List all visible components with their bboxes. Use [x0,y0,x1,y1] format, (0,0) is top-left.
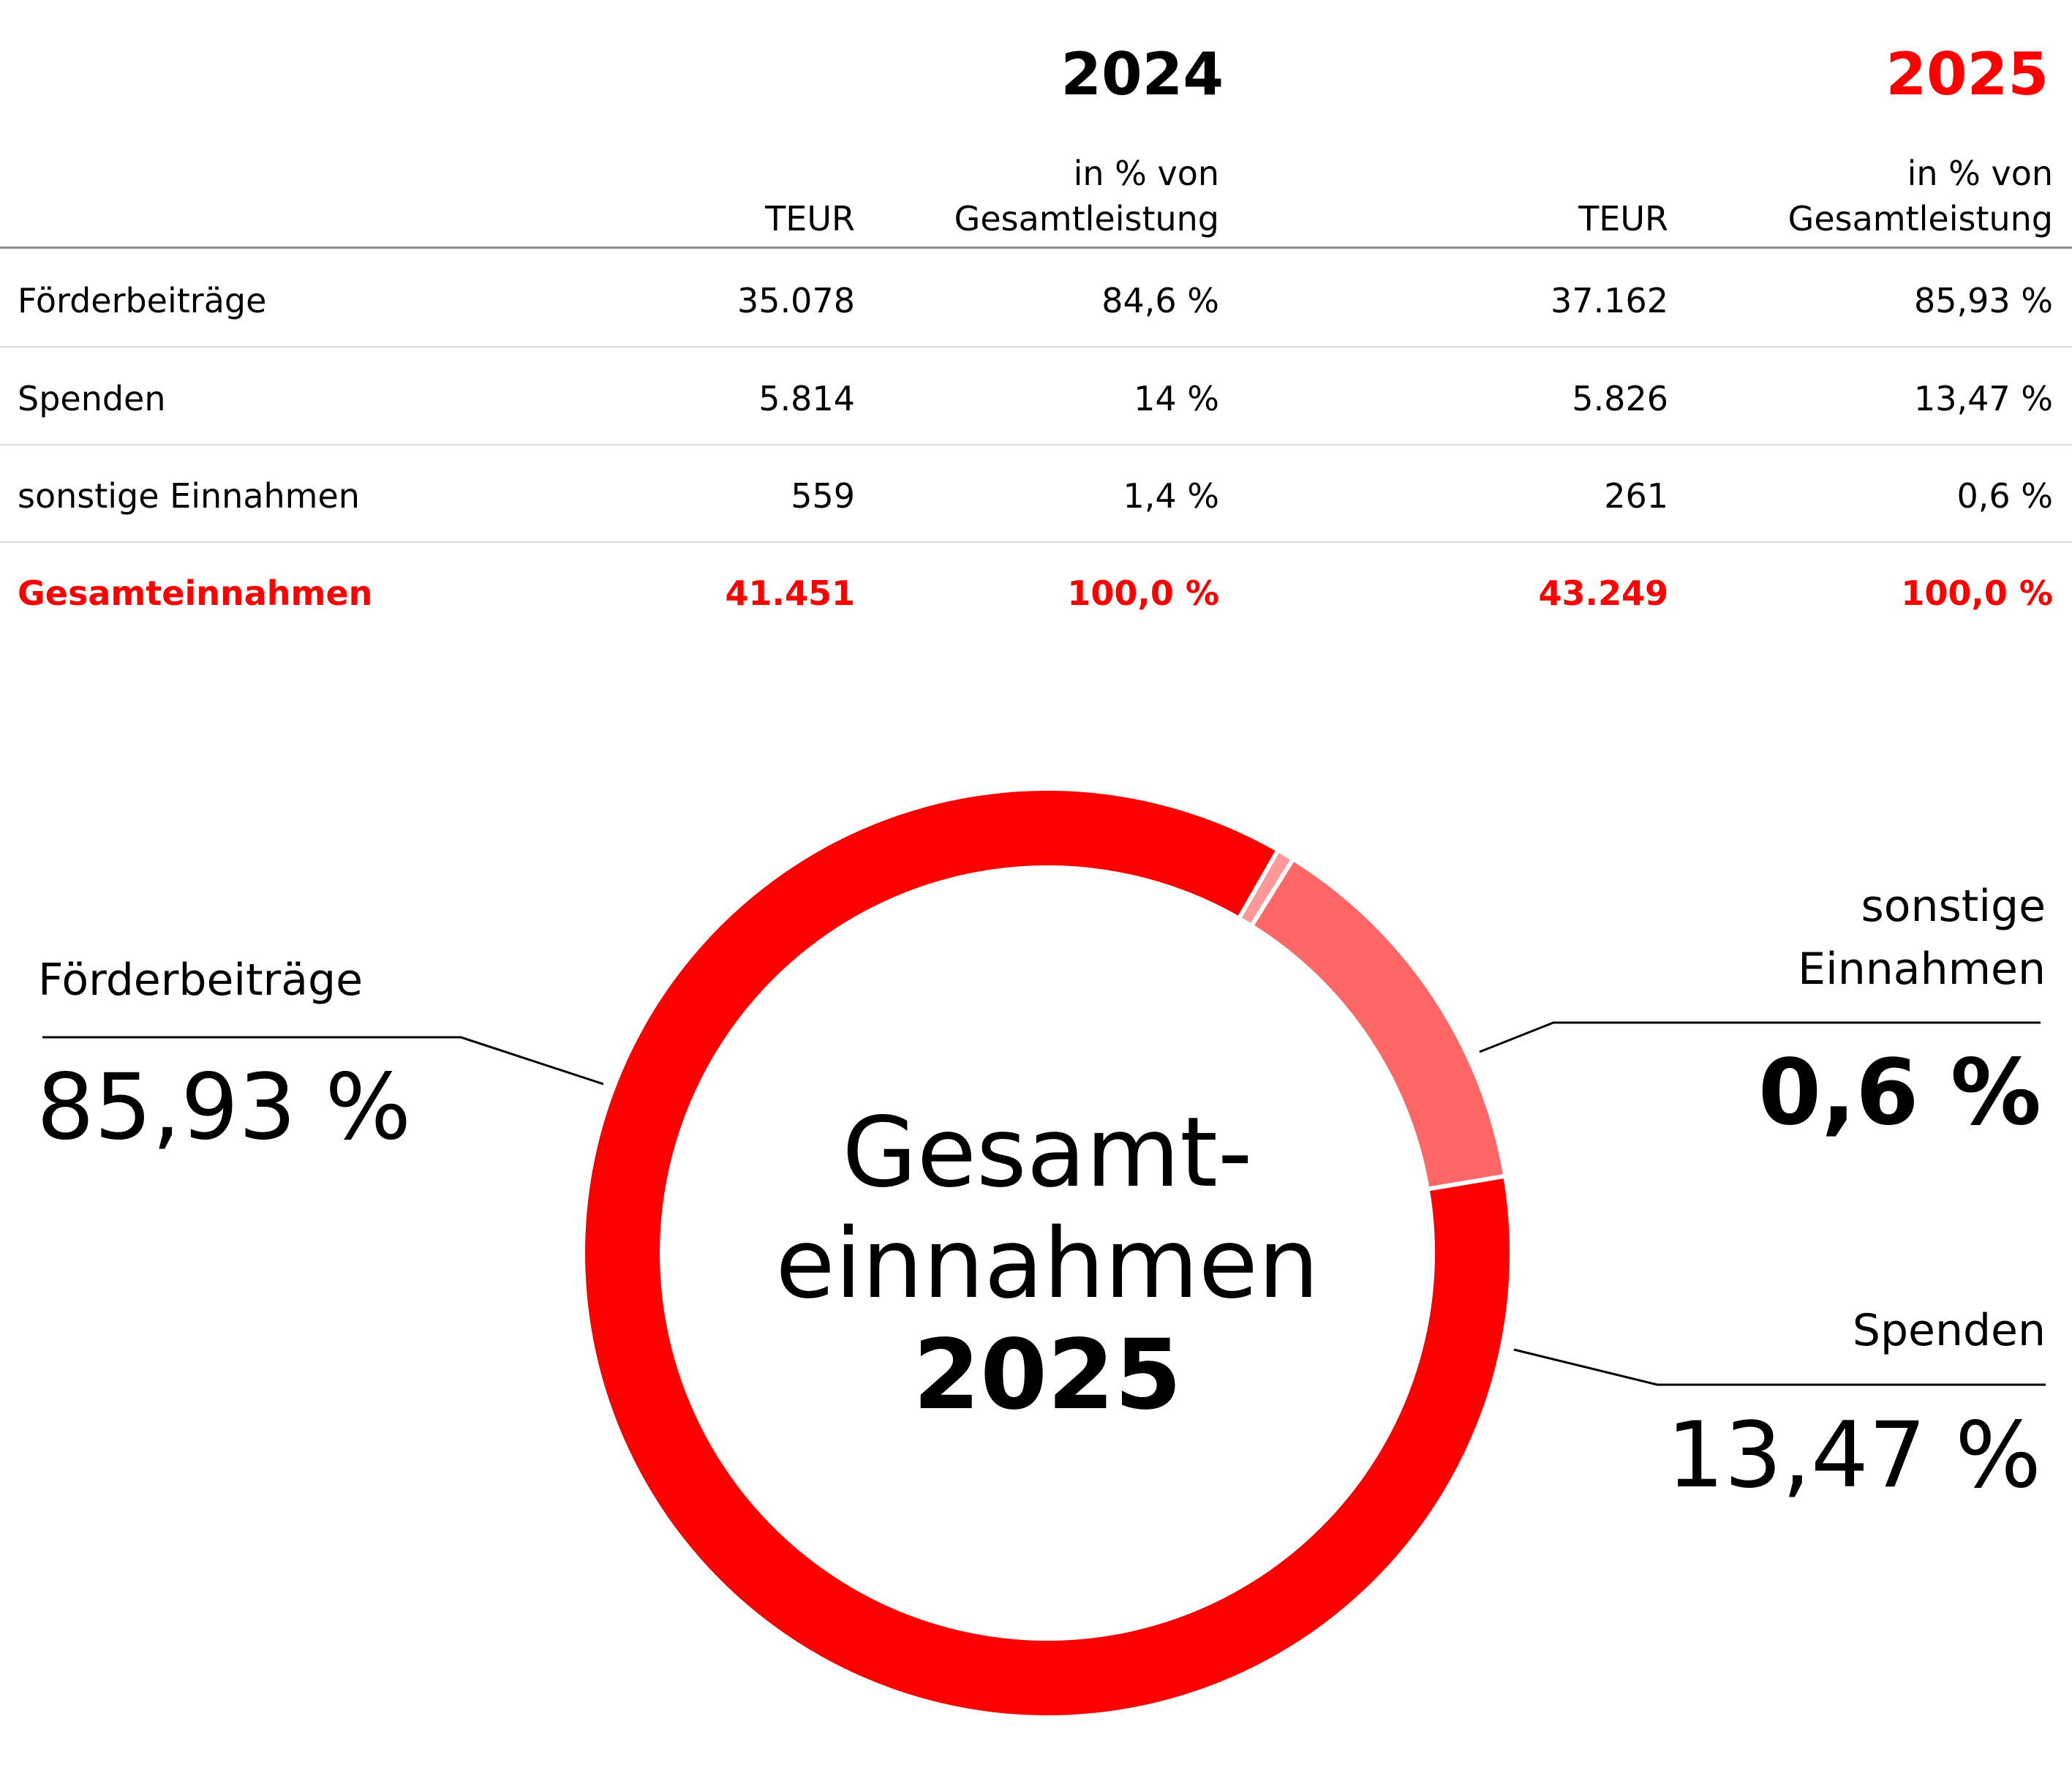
label-spenden: Spenden [1852,1305,2046,1356]
row-label-sonstige: sonstige Einnahmen [18,476,360,516]
col-header-pct-2024-line1: in % von [1073,154,1219,193]
slice-spenden [1252,860,1504,1189]
col-header-pct-2025-line1: in % von [1907,154,2053,193]
donut-title-line2: einnahmen [775,1208,1319,1320]
leader-line-spenden [1513,1348,2046,1386]
leader-line-sonstige [1479,1021,2041,1053]
header-divider [0,247,2072,249]
row-divider [0,541,2072,543]
slice-separator [1236,848,1281,921]
label-sonstige: sonstige Einnahmen [1798,875,2046,1001]
value-spenden: 13,47 % [1666,1403,2041,1508]
cell-teur-2024-sonstige: 559 [791,476,855,516]
cell-teur-2025-gesamt: 43.249 [1538,573,1668,613]
slice-sonstige [1240,851,1292,925]
cell-pct-2024-foerder: 84,6 % [1101,281,1219,320]
donut-title-line1: Gesamt- [842,1096,1253,1209]
value-foerderbeitraege: 85,93 % [37,1055,412,1160]
cell-teur-2025-foerder: 37.162 [1551,281,1668,320]
year-2024: 2024 [1061,40,1224,108]
cell-teur-2024-gesamt: 41.451 [725,573,855,613]
cell-teur-2025-sonstige: 261 [1604,476,1668,516]
row-label-spenden: Spenden [18,379,166,418]
label-foerderbeitraege: Förderbeiträge [38,955,363,1006]
row-label-foerderbeitraege: Förderbeiträge [18,281,267,320]
label-sonstige-line2: Einnahmen [1798,944,2046,995]
label-sonstige-line1: sonstige [1861,881,2046,932]
value-sonstige: 0,6 % [1758,1040,2041,1146]
year-2025: 2025 [1885,40,2049,108]
col-header-pct-2025-line2: Gesamtleistung [1787,199,2053,238]
row-label-gesamt: Gesamteinnahmen [18,573,373,613]
col-header-teur-2024: TEUR [765,199,855,238]
donut-title-line3: 2025 [913,1319,1182,1432]
slice-separator [1248,857,1296,928]
col-header-pct-2024: in % von Gesamtleistung [954,151,1219,241]
cell-pct-2025-spenden: 13,47 % [1913,379,2053,418]
cell-teur-2024-foerder: 35.078 [737,281,855,320]
cell-pct-2025-gesamt: 100,0 % [1901,573,2053,613]
slice-separator [1426,1173,1507,1192]
leader-line-foerder [42,1036,604,1086]
cell-pct-2024-spenden: 14 % [1134,379,1219,418]
cell-pct-2025-foerder: 85,93 % [1913,281,2053,320]
cell-pct-2024-gesamt: 100,0 % [1067,573,1219,613]
cell-teur-2024-spenden: 5.814 [758,379,855,418]
slice-separators [1236,848,1507,1192]
col-header-pct-2025: in % von Gesamtleistung [1788,151,2053,241]
donut-slices [585,791,1510,1716]
cell-pct-2025-sonstige: 0,6 % [1956,476,2054,516]
col-header-teur-2025: TEUR [1578,199,1668,238]
cell-pct-2024-sonstige: 1,4 % [1123,476,1220,516]
row-divider [0,346,2072,347]
col-header-pct-2024-line2: Gesamtleistung [954,199,1219,238]
cell-teur-2025-spenden: 5.826 [1572,379,1668,418]
donut-center-title: Gesamt- einnahmen 2025 [755,1097,1340,1431]
row-divider [0,444,2072,445]
